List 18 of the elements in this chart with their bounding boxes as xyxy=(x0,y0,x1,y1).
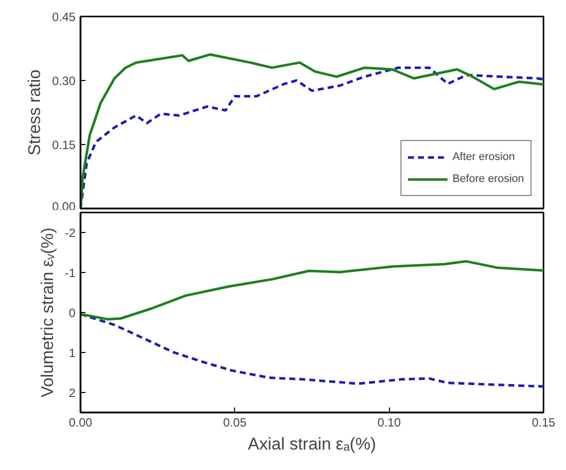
x-tick-label: 0.10 xyxy=(377,416,402,430)
y-tick-label: 0.30 xyxy=(52,74,76,88)
y-tick-label: -2 xyxy=(64,226,76,240)
y-axis-title: Stress ratio xyxy=(25,70,44,156)
line-series xyxy=(80,312,544,388)
x-tick-label: 0.15 xyxy=(532,416,556,430)
x-axis-title: Axial strain εₐ(%) xyxy=(248,434,376,454)
legend-label: After erosion xyxy=(452,151,515,163)
y-axis-title: Volumetric strain εᵥ(%) xyxy=(38,228,57,398)
y-tick-label: 0 xyxy=(68,306,76,320)
y-tick-label: -1 xyxy=(64,266,76,280)
line-series xyxy=(80,260,544,321)
legend-label: Before erosion xyxy=(452,173,524,185)
y-tick-label: 0.45 xyxy=(52,10,76,24)
y-tick-label: 1 xyxy=(68,346,76,360)
y-tick-label: 0.15 xyxy=(52,138,76,152)
y-tick-label: 2 xyxy=(68,386,76,400)
x-tick-label: 0.05 xyxy=(223,416,247,430)
